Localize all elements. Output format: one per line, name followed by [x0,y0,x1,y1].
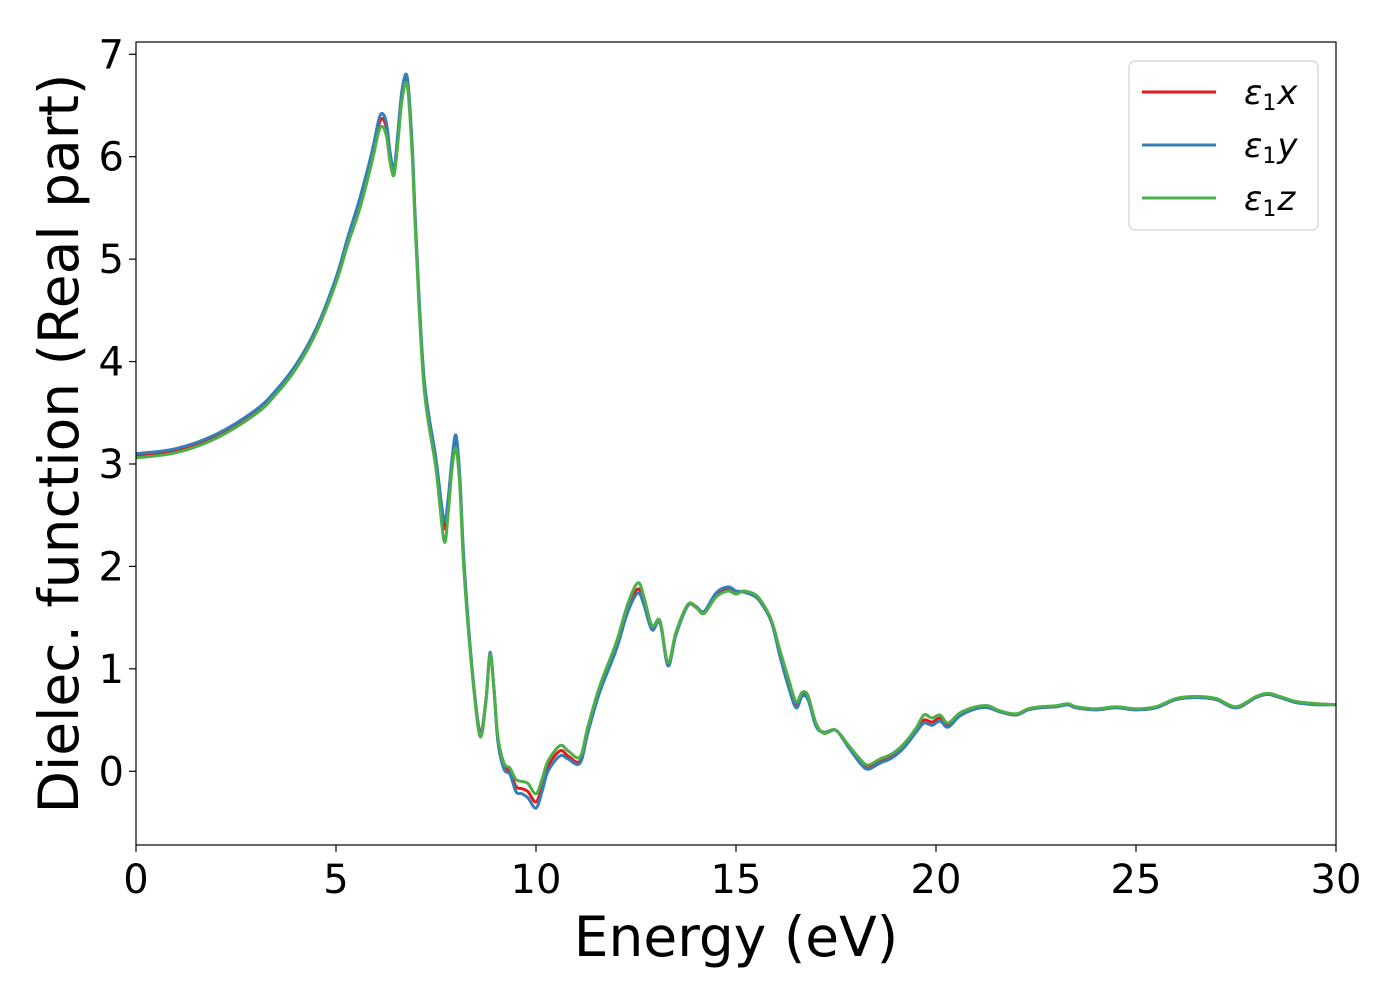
x-axis-title: Energy (eV) [574,905,898,969]
legend-label-y: ε1y [1244,126,1298,169]
y-tick-label: 6 [99,135,124,181]
x-tick-label: 25 [1111,857,1162,903]
x-tick-label: 30 [1311,857,1362,903]
legend-label-z: ε1z [1244,179,1296,222]
y-tick-label: 2 [99,544,124,590]
x-tick-label: 5 [323,857,348,903]
legend: ε1x ε1y ε1z [1128,60,1319,231]
legend-label-x: ε1x [1244,73,1298,116]
x-tick-label: 0 [123,857,148,903]
series-layer [136,72,1336,810]
y-axis: 0 1 2 3 4 5 6 7 [99,32,136,795]
y-tick-label: 5 [99,237,124,283]
y-tick-label: 1 [99,647,124,693]
y-tick-label: 3 [99,442,124,488]
y-tick-label: 0 [99,749,124,795]
x-tick-label: 20 [911,857,962,903]
legend-frame [1128,60,1319,231]
y-axis-title: Dielec. function (Real part) [27,74,91,814]
x-axis: 0 5 10 15 20 25 30 [123,845,1361,903]
y-tick-label: 4 [99,340,124,386]
x-tick-label: 10 [511,857,562,903]
y-tick-label: 7 [99,32,124,78]
x-tick-label: 15 [711,857,762,903]
series-line-z [136,80,1336,796]
